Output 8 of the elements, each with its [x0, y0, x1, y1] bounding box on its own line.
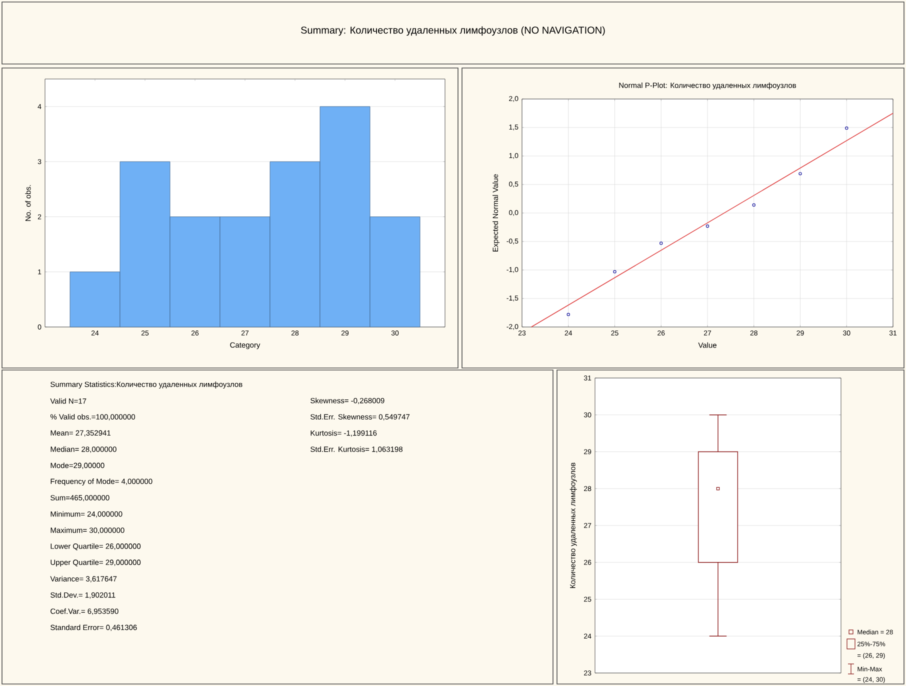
point — [752, 203, 756, 207]
point — [613, 270, 616, 274]
point — [660, 242, 663, 245]
point — [845, 126, 848, 130]
point — [566, 312, 570, 316]
point — [706, 224, 710, 228]
point — [798, 172, 802, 176]
text: Summary: Количество удаленных лимфоузлов (NO NAVIGATION) — [301, 26, 605, 36]
